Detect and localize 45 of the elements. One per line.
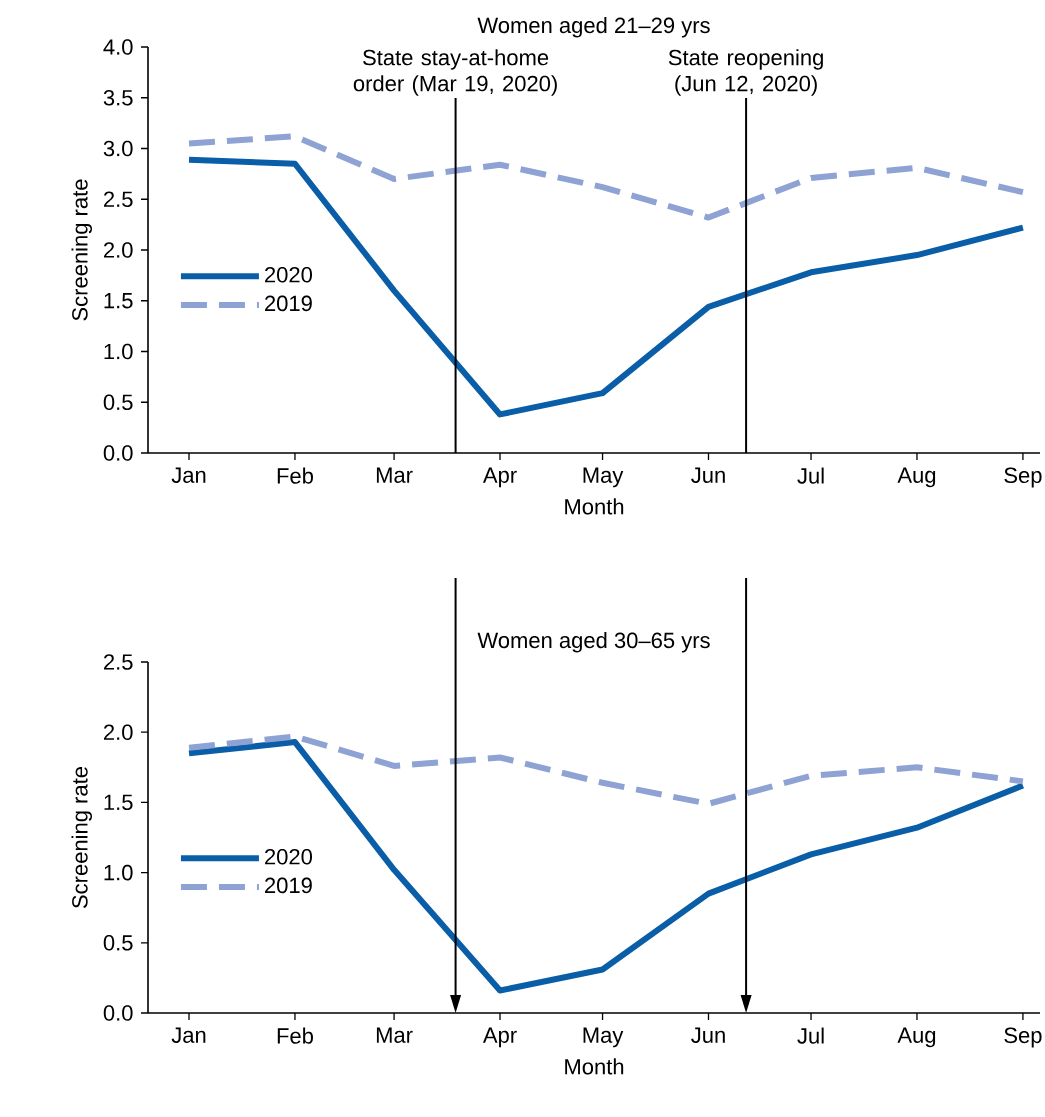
x-axis-title: Month — [565, 1058, 624, 1075]
y-tick-label: 1.0 — [104, 343, 133, 360]
x-axis-title: Month — [565, 498, 624, 515]
y-tick-label: 2.0 — [103, 724, 133, 740]
x-tick-label: May — [583, 1027, 624, 1048]
x-tick-label: Jan — [171, 467, 206, 483]
y-tick-label: 1.5 — [104, 293, 133, 309]
x-tick-label: Feb — [277, 1027, 313, 1044]
y-axis-title: Screening rate — [71, 766, 93, 909]
y-tick-label: 0.0 — [103, 445, 133, 461]
x-tick-label: Jul — [797, 1027, 824, 1044]
x-tick-label: Jun — [691, 1027, 725, 1043]
ref-line-label: State stay-at-home order (Mar 19, 2020) — [353, 49, 557, 96]
x-tick-label: Apr — [482, 1027, 517, 1048]
y-axis-title: Screening rate — [71, 179, 93, 321]
legend-label: 2019 — [265, 877, 312, 894]
legend-label: 2020 — [265, 266, 313, 283]
x-tick-label: Mar — [376, 1027, 413, 1043]
x-tick-label: Sep — [1004, 467, 1042, 488]
x-tick-label: Aug — [897, 467, 936, 488]
x-tick-label: Sep — [1004, 1027, 1042, 1048]
chart-title: Women aged 30–65 yrs — [477, 632, 710, 653]
y-tick-label: 0.0 — [103, 1005, 133, 1021]
x-tick-label: Jan — [171, 1027, 206, 1043]
legend-label: 2020 — [265, 848, 313, 865]
y-tick-label: 2.5 — [103, 654, 133, 670]
x-tick-label: Mar — [376, 467, 413, 483]
x-tick-label: Aug — [897, 1027, 936, 1048]
y-tick-label: 3.0 — [103, 140, 133, 157]
y-tick-label: 2.5 — [103, 191, 133, 208]
y-tick-label: 2.0 — [103, 242, 133, 258]
x-tick-label: May — [583, 467, 624, 488]
y-tick-label: 1.5 — [104, 794, 133, 811]
y-tick-label: 1.0 — [104, 864, 133, 881]
y-tick-label: 3.5 — [103, 89, 133, 106]
y-tick-label: 0.5 — [103, 394, 133, 411]
x-tick-label: Feb — [277, 467, 313, 484]
y-tick-label: 0.5 — [103, 935, 133, 951]
chart-title: Women aged 21–29 yrs — [477, 16, 710, 38]
y-tick-label: 4.0 — [103, 39, 133, 55]
legend-label: 2019 — [265, 295, 312, 312]
x-tick-label: Jul — [797, 467, 824, 484]
x-tick-label: Jun — [691, 467, 725, 483]
ref-line-label: State reopening (Jun 12, 2020) — [668, 49, 823, 96]
x-tick-label: Apr — [482, 467, 517, 488]
